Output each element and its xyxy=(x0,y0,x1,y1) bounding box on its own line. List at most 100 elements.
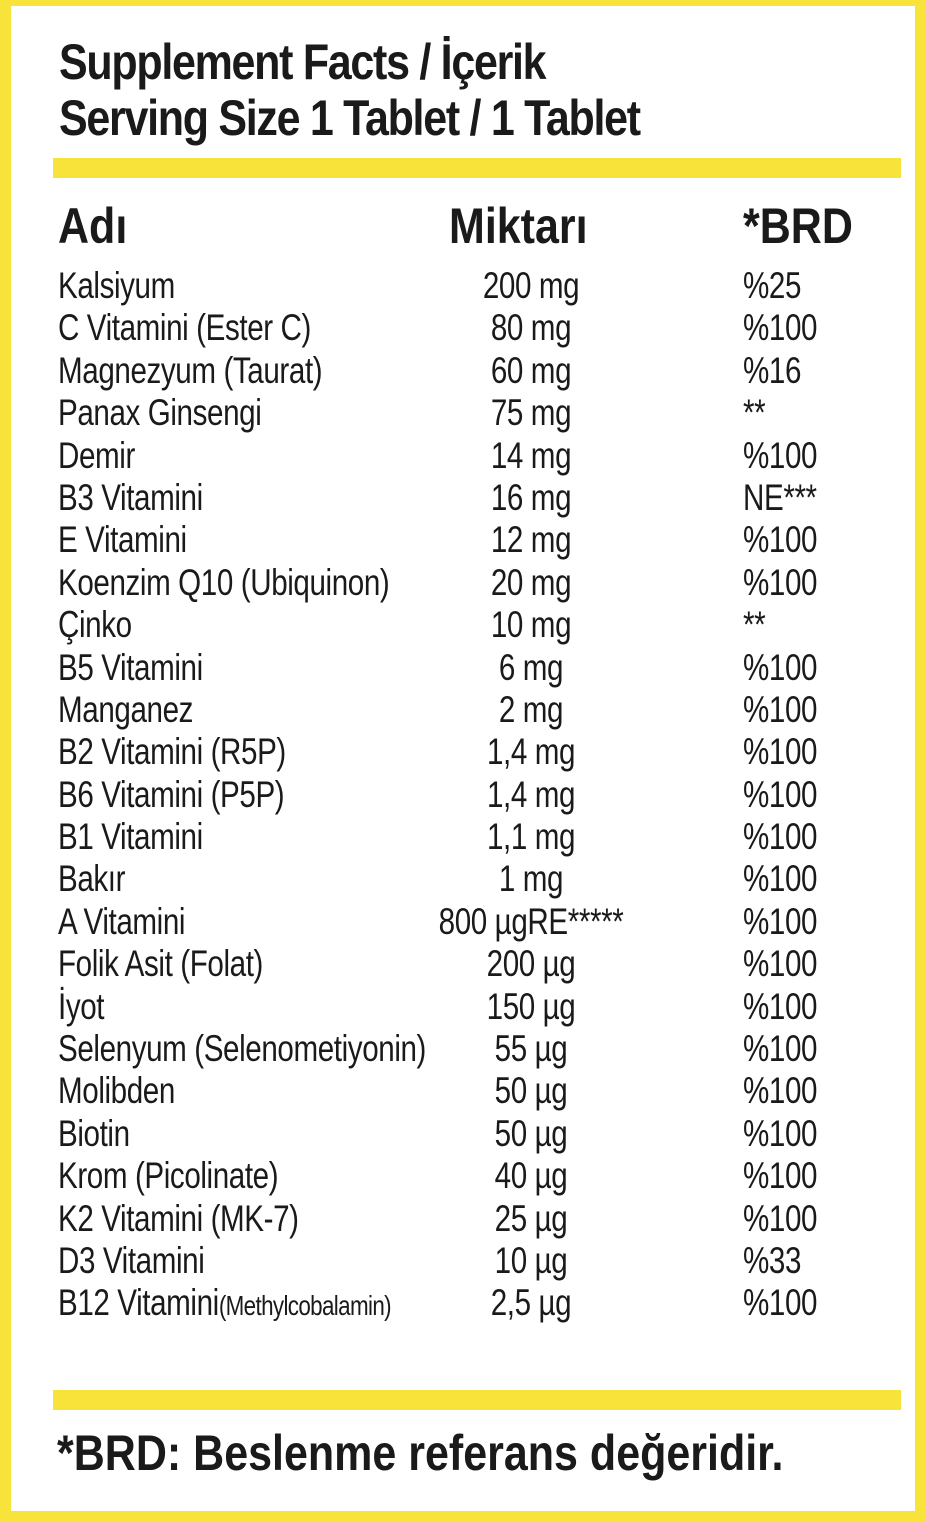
ingredient-name-text: İyot xyxy=(58,985,105,1027)
table-row: Biotin 50 µg %100 xyxy=(11,1112,926,1154)
ingredient-amount: 1,4 mg xyxy=(486,773,576,815)
ingredient-rda: %100 xyxy=(743,943,818,985)
top-divider xyxy=(53,158,901,178)
ingredient-name-text: Krom (Picolinate) xyxy=(58,1155,279,1197)
ingredient-rda: %100 xyxy=(743,646,818,688)
ingredient-rda: NE*** xyxy=(743,476,817,518)
ingredient-name-text: A Vitamini xyxy=(58,900,186,942)
ingredient-amount: 50 µg xyxy=(494,1112,568,1154)
ingredient-name-text: Bakır xyxy=(58,858,126,900)
ingredient-amount: 55 µg xyxy=(494,1028,568,1070)
ingredient-amount: 12 mg xyxy=(490,519,572,561)
ingredient-name-text: Biotin xyxy=(58,1112,130,1154)
table-row: B12 Vitamini(Methylcobalamin) 2,5 µg %100 xyxy=(11,1281,926,1323)
ingredient-name-text: B1 Vitamini xyxy=(58,816,203,858)
ingredient-name: İyot xyxy=(58,985,105,1029)
ingredient-name-text: Selenyum (Selenometiyonin) xyxy=(58,1028,427,1070)
ingredient-amount: 200 mg xyxy=(482,265,580,306)
table-row: K2 Vitamini (MK-7) 25 µg %100 xyxy=(11,1197,926,1239)
ingredient-name-text: C Vitamini (Ester C) xyxy=(58,307,311,349)
ingredient-name-text: Panax Ginsengi xyxy=(58,392,262,434)
ingredient-name-text: Molibden xyxy=(58,1070,175,1112)
ingredient-name: B6 Vitamini (P5P) xyxy=(58,773,285,817)
ingredient-name: Manganez xyxy=(58,688,193,732)
ingredient-amount: 2 mg xyxy=(498,688,564,730)
ingredient-rda: %100 xyxy=(743,858,818,900)
ingredient-rda: %100 xyxy=(743,688,818,730)
ingredient-amount: 1,1 mg xyxy=(486,816,576,858)
table-row: E Vitamini 12 mg %100 xyxy=(11,518,926,560)
ingredient-name-text: B5 Vitamini xyxy=(58,646,203,688)
table-row: Folik Asit (Folat) 200 µg %100 xyxy=(11,942,926,984)
ingredient-amount: 1,4 mg xyxy=(486,731,576,773)
ingredient-name-text: Demir xyxy=(58,434,135,476)
ingredient-rda: %100 xyxy=(743,900,818,942)
ingredient-amount: 25 µg xyxy=(494,1197,568,1239)
ingredient-rda: ** xyxy=(743,604,766,646)
ingredient-amount: 60 mg xyxy=(490,349,572,391)
ingredient-name-text: Magnezyum (Taurat) xyxy=(58,349,323,391)
ingredient-name-text: B6 Vitamini (P5P) xyxy=(58,773,285,815)
ingredient-rda: %100 xyxy=(743,773,818,815)
ingredient-name: K2 Vitamini (MK-7) xyxy=(58,1197,299,1241)
table-row: Manganez 2 mg %100 xyxy=(11,688,926,730)
column-header-rda: *BRD xyxy=(743,198,853,254)
ingredient-amount: 10 µg xyxy=(494,1239,568,1281)
ingredient-name: Krom (Picolinate) xyxy=(58,1154,279,1198)
ingredient-rda: %100 xyxy=(743,1028,818,1070)
ingredient-table: Kalsiyum 200 mg %25 C Vitamini (Ester C) 80 … xyxy=(11,264,926,1324)
ingredient-name: B12 Vitamini(Methylcobalamin) xyxy=(58,1281,392,1328)
table-row: Magnezyum (Taurat) 60 mg %16 xyxy=(11,349,926,391)
ingredient-name: Çinko xyxy=(58,603,132,647)
table-row: Panax Ginsengi 75 mg ** xyxy=(11,391,926,433)
ingredient-name-text: E Vitamini xyxy=(58,519,187,561)
ingredient-amount: 6 mg xyxy=(498,646,564,688)
ingredient-amount: 80 mg xyxy=(490,307,572,349)
ingredient-name-text: Kalsiyum xyxy=(58,265,175,306)
ingredient-amount: 20 mg xyxy=(490,561,572,603)
ingredient-amount: 1 mg xyxy=(498,858,564,900)
ingredient-name: D3 Vitamini xyxy=(58,1239,205,1283)
ingredient-rda: ** xyxy=(743,392,766,434)
ingredient-name: A Vitamini xyxy=(58,900,185,944)
ingredient-name: B2 Vitamini (R5P) xyxy=(58,730,286,774)
ingredient-rda: %100 xyxy=(743,1282,818,1324)
ingredient-name: Kalsiyum xyxy=(58,264,175,308)
ingredient-amount: 10 mg xyxy=(490,604,572,646)
ingredient-amount: 40 µg xyxy=(494,1155,568,1197)
ingredient-name-text: D3 Vitamini xyxy=(58,1239,205,1281)
ingredient-name: Biotin xyxy=(58,1112,130,1156)
ingredient-name-text: Çinko xyxy=(58,604,132,646)
ingredient-name: Selenyum (Selenometiyonin) xyxy=(58,1027,426,1071)
ingredient-name: Koenzim Q10 (Ubiquinon) xyxy=(58,561,390,605)
ingredient-name-text: B12 Vitamini xyxy=(58,1282,219,1324)
table-row: B2 Vitamini (R5P) 1,4 mg %100 xyxy=(11,730,926,772)
ingredient-rda: %25 xyxy=(743,265,802,306)
ingredient-name: Folik Asit (Folat) xyxy=(58,942,263,986)
ingredient-name: B3 Vitamini xyxy=(58,476,203,520)
label-title: Supplement Facts / İçerik Serving Size 1… xyxy=(59,34,641,146)
ingredient-name-text: Koenzim Q10 (Ubiquinon) xyxy=(58,561,390,603)
bottom-divider xyxy=(53,1390,901,1410)
table-row: Krom (Picolinate) 40 µg %100 xyxy=(11,1154,926,1196)
ingredient-name: B1 Vitamini xyxy=(58,815,203,859)
ingredient-amount: 2,5 µg xyxy=(490,1282,572,1324)
column-header-amount: Miktarı xyxy=(449,198,588,254)
ingredient-amount: 14 mg xyxy=(490,434,572,476)
table-row: A Vitamini 800 µgRE***** %100 xyxy=(11,900,926,942)
table-row: Kalsiyum 200 mg %25 xyxy=(11,264,926,306)
ingredient-rda: %100 xyxy=(743,816,818,858)
ingredient-rda: %100 xyxy=(743,985,818,1027)
ingredient-name: Panax Ginsengi xyxy=(58,391,262,435)
table-row: B1 Vitamini 1,1 mg %100 xyxy=(11,815,926,857)
table-row: B5 Vitamini 6 mg %100 xyxy=(11,646,926,688)
table-row: B6 Vitamini (P5P) 1,4 mg %100 xyxy=(11,773,926,815)
ingredient-amount: 800 µgRE***** xyxy=(438,900,624,942)
ingredient-name-text: Folik Asit (Folat) xyxy=(58,943,263,985)
ingredient-amount: 75 mg xyxy=(490,392,572,434)
ingredient-rda: %100 xyxy=(743,731,818,773)
ingredient-rda: %100 xyxy=(743,519,818,561)
ingredient-rda: %100 xyxy=(743,1155,818,1197)
table-row: Molibden 50 µg %100 xyxy=(11,1069,926,1111)
table-row: D3 Vitamini 10 µg %33 xyxy=(11,1239,926,1281)
